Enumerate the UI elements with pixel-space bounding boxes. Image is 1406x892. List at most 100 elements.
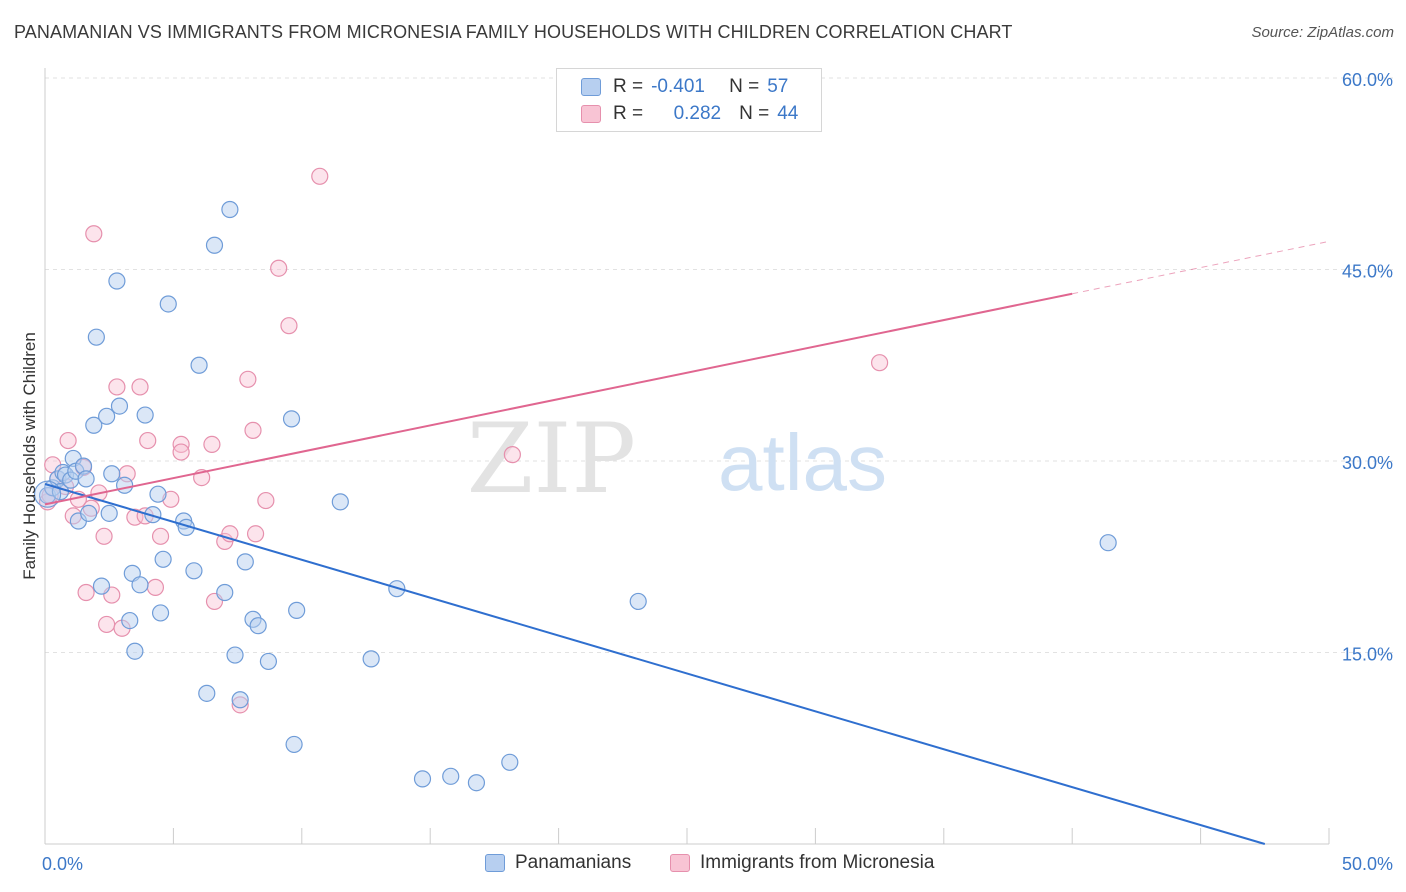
panamanian-point <box>501 753 519 771</box>
panamanian-point <box>149 485 167 503</box>
axes <box>44 68 1330 845</box>
panamanian-point <box>413 770 432 788</box>
micronesia-point <box>311 167 329 185</box>
legend-swatch-pink <box>670 854 690 872</box>
panamanian-point <box>331 493 349 511</box>
watermark-atlas: atlas <box>718 418 887 507</box>
trendline-panamanians <box>44 483 1266 845</box>
panamanian-point <box>198 684 216 702</box>
series-legend: Panamanians Immigrants from Micronesia <box>0 852 1406 876</box>
panamanian-point <box>629 592 647 611</box>
panamanian-point <box>282 410 301 428</box>
micronesia-point <box>270 259 288 277</box>
micronesia-point <box>95 527 113 545</box>
legend-n-label: N = <box>729 76 760 97</box>
micronesia-point <box>172 443 190 461</box>
chart-title: PANAMANIAN VS IMMIGRANTS FROM MICRONESIA… <box>14 22 1013 42</box>
panamanian-point <box>221 200 239 219</box>
panamanian-point <box>131 576 149 594</box>
panamanian-point <box>259 652 278 671</box>
panamanian-point <box>116 476 134 494</box>
panamanian-point <box>151 604 170 622</box>
micronesia-point <box>59 431 77 450</box>
trendline-micronesia <box>44 292 1073 506</box>
panamanian-point <box>87 328 105 346</box>
y-tick-label: 15.0% <box>1342 645 1393 665</box>
panamanian-point <box>100 504 118 522</box>
micronesia-point <box>146 578 165 596</box>
legend-series-name: Panamanians <box>515 852 632 873</box>
micronesia-point <box>503 446 521 464</box>
micronesia-point <box>139 431 157 450</box>
micronesia-point <box>151 527 170 545</box>
legend-swatch-blue <box>581 78 601 96</box>
y-tick-label: 45.0% <box>1342 262 1393 282</box>
panamanian-point <box>231 691 249 709</box>
watermark-zip: ZIP <box>467 403 636 515</box>
legend-r-label: R = <box>613 76 644 97</box>
x-tick-label: 0.0% <box>42 854 83 874</box>
panamanian-point <box>144 506 162 524</box>
panamanian-point <box>285 735 303 754</box>
panamanian-point <box>216 583 234 602</box>
micronesia-point <box>280 317 298 335</box>
panamanian-point <box>226 646 244 664</box>
panamanian-point <box>98 407 116 425</box>
tick-labels: 15.0% 30.0% 45.0% 60.0% 0.0% 50.0% <box>42 70 1393 874</box>
micronesia-point <box>85 225 103 243</box>
legend-r-value: -0.401 <box>651 76 705 97</box>
panamanian-point <box>249 617 267 635</box>
panamanian-point <box>154 550 172 568</box>
panamanian-point <box>467 774 486 792</box>
panamanian-point <box>362 650 380 668</box>
legend-n-value: 44 <box>777 103 799 124</box>
micronesia-point <box>239 370 257 388</box>
micronesia-point <box>131 378 149 396</box>
panamanian-point <box>236 553 254 571</box>
trend-lines <box>44 240 1330 845</box>
stats-legend: R = -0.401 N = 57 R = 0.282 N = 44 <box>556 68 822 132</box>
y-tick-label: 60.0% <box>1342 70 1393 90</box>
legend-n-label: N = <box>739 103 770 124</box>
legend-item-micronesia: Immigrants from Micronesia <box>670 852 934 874</box>
legend-series-name: Immigrants from Micronesia <box>700 852 935 873</box>
micronesia-point <box>98 615 116 634</box>
panamanian-point <box>110 397 129 415</box>
panamanian-point <box>103 465 121 483</box>
panamanian-point <box>1099 534 1117 552</box>
watermark: ZIP atlas <box>467 403 887 515</box>
panamanian-point <box>80 504 98 522</box>
micronesia-point <box>244 421 262 439</box>
panamanian-point <box>121 611 139 630</box>
x-tick-label: 50.0% <box>1342 854 1393 874</box>
micronesia-point <box>870 354 889 372</box>
legend-row-panamanians: R = -0.401 N = 57 <box>581 75 788 99</box>
y-tick-label: 30.0% <box>1342 453 1393 473</box>
panamanian-point <box>159 295 177 313</box>
panamanian-point <box>288 601 306 619</box>
legend-swatch-blue <box>485 854 505 872</box>
micronesia-point <box>257 491 275 510</box>
micronesia-point <box>246 525 265 543</box>
micronesia-point <box>108 378 126 396</box>
legend-item-panamanians: Panamanians <box>485 852 631 874</box>
panamanian-point <box>190 356 208 374</box>
panamanian-point <box>442 767 460 785</box>
legend-swatch-pink <box>581 105 601 123</box>
panamanian-point <box>136 406 154 424</box>
panamanian-point <box>77 470 95 488</box>
legend-n-value: 57 <box>767 76 789 97</box>
panamanian-point <box>205 236 224 254</box>
panamanian-point <box>126 642 144 660</box>
series-micronesia-points <box>38 167 889 714</box>
trendline-micronesia-extension <box>1072 240 1330 295</box>
source-note: Source: ZipAtlas.com <box>1251 24 1394 41</box>
legend-r-label: R = <box>613 103 644 124</box>
micronesia-point <box>77 583 95 602</box>
panamanian-point <box>92 577 111 595</box>
micronesia-point <box>203 435 221 454</box>
panamanian-point <box>108 272 126 290</box>
panamanian-point <box>85 416 103 434</box>
series-panamanians-points <box>33 200 1117 792</box>
